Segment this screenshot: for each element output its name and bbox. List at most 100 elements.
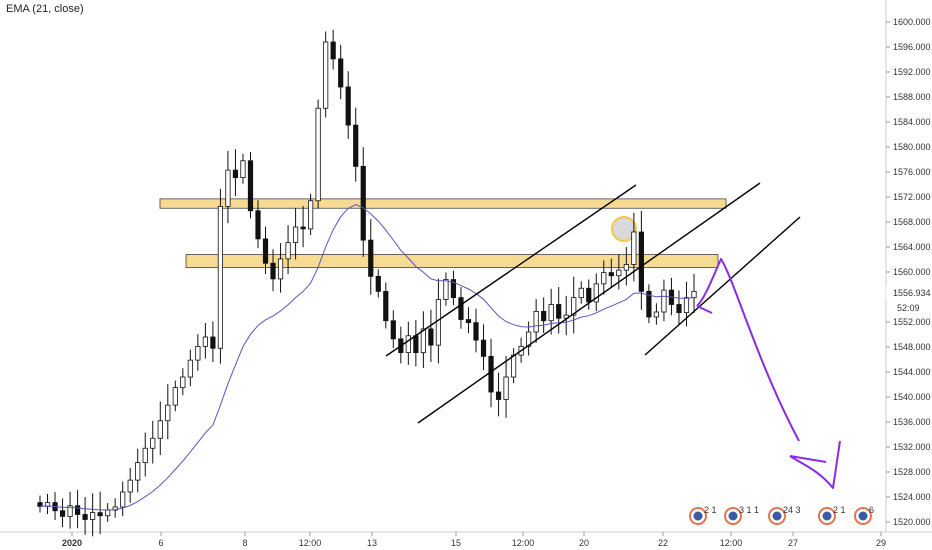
candle-body <box>105 509 111 517</box>
upper-supply-zone <box>159 198 727 209</box>
candle-body <box>443 279 449 300</box>
candle-body <box>353 124 359 167</box>
time-tick-label: 13 <box>367 538 377 548</box>
candle-body <box>232 169 239 179</box>
candles-layer <box>37 29 697 537</box>
time-tick-label: 20 <box>579 538 589 548</box>
candle-body <box>255 210 261 240</box>
candle-body <box>135 462 141 481</box>
price-axis[interactable]: 1600.000 1596.000 1592.000 1588.000 1584.000… <box>886 17 931 527</box>
candle-body <box>277 258 284 280</box>
flag-icon <box>728 511 738 521</box>
candle-body <box>495 391 502 400</box>
candle-body <box>541 310 547 322</box>
event-badge-label: 2 1 <box>704 505 717 515</box>
event-badge-label: 3 1 1 <box>739 505 759 515</box>
candle-body <box>608 272 614 277</box>
price-tick-label: 1544.000 <box>893 367 931 377</box>
candle-body <box>187 359 193 378</box>
candle-body <box>488 355 494 393</box>
candle-body <box>510 354 517 378</box>
candle-body <box>691 290 697 299</box>
time-tick-label: 29 <box>876 538 886 548</box>
candle-body <box>127 479 133 493</box>
candle-body <box>556 304 562 319</box>
candle-body <box>428 328 434 346</box>
price-label-bg <box>886 286 932 300</box>
time-axis[interactable]: 2020 6 8 12:00 13 15 12:00 20 22 12:00 27 29 <box>62 532 886 548</box>
candle-body <box>405 335 411 354</box>
event-badges[interactable]: 2 1 3 1 1 24 3 2 1 6 <box>689 505 874 525</box>
time-tick-label: 12:00 <box>720 538 743 548</box>
price-tick-label: 1580.000 <box>893 142 931 152</box>
candle-body <box>623 264 629 271</box>
channel-2-lower-line <box>644 216 801 356</box>
candle-body <box>338 58 344 88</box>
candle-body <box>315 107 321 202</box>
candle-body <box>300 226 306 230</box>
channel-1-upper-line <box>385 184 637 357</box>
candle-body <box>601 272 607 285</box>
candle-body <box>180 376 186 389</box>
candle-body <box>195 345 201 361</box>
candle-body <box>435 299 442 346</box>
candle-body <box>150 437 156 449</box>
candle-body <box>593 283 599 303</box>
candle-body <box>67 505 73 517</box>
candle-body <box>142 447 148 464</box>
candle-body <box>292 226 299 244</box>
candle-body <box>375 275 381 292</box>
candle-body <box>82 514 88 520</box>
trend-channels <box>385 182 801 424</box>
candle-body <box>420 328 426 354</box>
event-badge-label: 2 1 <box>833 505 846 515</box>
price-tick-label: 1548.000 <box>893 342 931 352</box>
candle-body <box>661 289 667 313</box>
candle-body <box>59 510 66 517</box>
candle-body <box>548 304 554 322</box>
candle-body <box>247 160 254 212</box>
price-tick-label: 1540.000 <box>893 392 931 402</box>
price-tick-label: 1568.000 <box>893 217 931 227</box>
price-tick-label: 1552.000 <box>893 317 931 327</box>
event-badge-label: 24 3 <box>783 505 801 515</box>
candle-body <box>240 160 246 179</box>
candle-body <box>586 287 592 303</box>
candle-body <box>217 205 224 349</box>
candle-body <box>323 41 329 109</box>
price-tick-label: 1524.000 <box>893 492 931 502</box>
price-tick-label: 1600.000 <box>893 17 931 27</box>
candle-body <box>571 297 577 316</box>
price-tick-label: 1528.000 <box>893 467 931 477</box>
candle-body <box>330 41 336 60</box>
indicator-label[interactable]: EMA (21, close) <box>6 3 84 15</box>
candle-body <box>308 200 314 230</box>
candle-body <box>383 290 389 322</box>
candle-body <box>631 231 637 265</box>
candle-body <box>638 231 644 292</box>
candle-body <box>74 505 81 515</box>
candle-body <box>285 242 291 260</box>
flag-icon <box>822 511 832 521</box>
time-tick-label: 2020 <box>62 538 82 548</box>
candle-body <box>368 239 374 277</box>
candle-body <box>653 311 660 318</box>
candle-body <box>225 169 231 207</box>
price-tick-label: 1584.000 <box>893 117 931 127</box>
candle-body <box>360 165 366 241</box>
candle-body <box>503 376 509 400</box>
candle-body <box>458 297 464 320</box>
price-tick-label: 1576.000 <box>893 167 931 177</box>
candle-body <box>37 502 43 507</box>
candle-body <box>112 506 118 511</box>
time-tick-label: 8 <box>242 538 247 548</box>
candle-body <box>578 287 584 299</box>
candle-body <box>262 238 269 264</box>
candle-body <box>390 320 396 340</box>
time-tick-label: 6 <box>158 538 163 548</box>
price-tick-label: 1520.000 <box>893 517 931 527</box>
price-tick-label: 1564.000 <box>893 242 931 252</box>
candle-body <box>683 297 690 314</box>
